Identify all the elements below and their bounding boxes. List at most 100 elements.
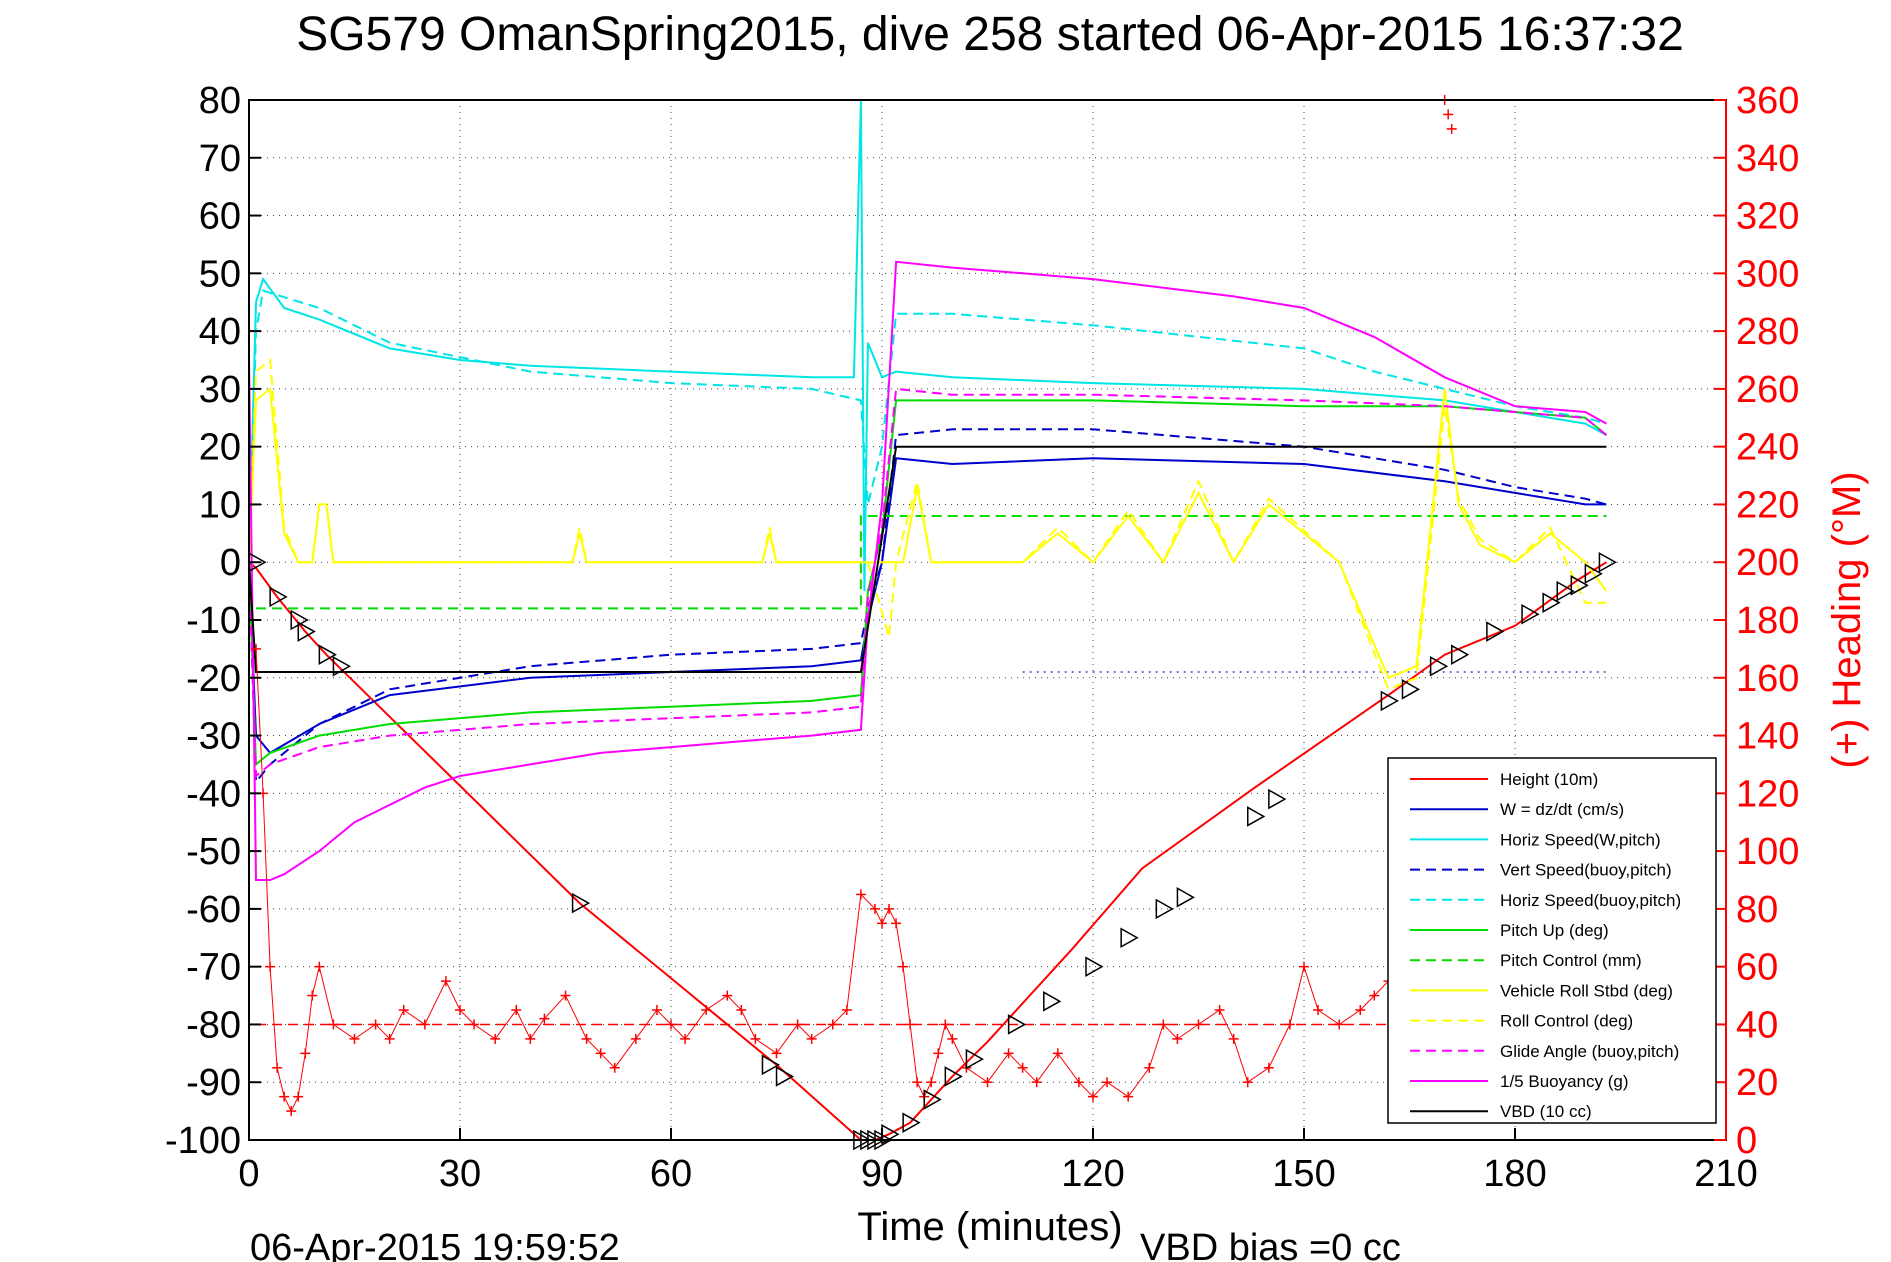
- triangle-marker: [965, 1048, 984, 1070]
- series-line-roll-control-deg: [248, 358, 1607, 691]
- y-tick-label: -100: [165, 1120, 241, 1162]
- heading-point: [1102, 1077, 1113, 1088]
- y-tick-label: 70: [199, 138, 241, 180]
- triangle-marker: [1584, 563, 1603, 585]
- y-right-tick-label: 20: [1736, 1062, 1778, 1104]
- y-right-tick-label: 100: [1736, 831, 1799, 873]
- heading-point: [307, 990, 318, 1001]
- heading-point: [398, 1005, 409, 1015]
- y-tick-label: -90: [186, 1062, 241, 1104]
- triangle-marker: [1176, 887, 1195, 908]
- y-right-tick-label: 280: [1736, 311, 1799, 353]
- triangle-marker: [1486, 621, 1505, 642]
- y-right-tick-label: 40: [1736, 1004, 1778, 1046]
- heading-point: [1284, 1019, 1295, 1030]
- heading-trace: [255, 648, 1417, 1113]
- heading-point: [855, 889, 866, 900]
- triangle-marker: [1542, 592, 1561, 613]
- legend-entry: Roll Control (deg): [1500, 1012, 1633, 1031]
- y-right-tick-label: 160: [1736, 658, 1799, 700]
- legend-entry: 1/5 Buoyancy (g): [1500, 1072, 1629, 1091]
- series-line-horiz-speed-buoy-pitch: [248, 289, 1607, 563]
- triangle-marker: [1043, 991, 1062, 1012]
- y-tick-label: 10: [199, 484, 241, 526]
- triangle-marker: [1380, 690, 1399, 712]
- heading-point: [440, 976, 451, 987]
- heading-point: [877, 918, 887, 929]
- heading-point: [884, 903, 895, 914]
- heading-outlier-point: [1443, 109, 1454, 120]
- y-right-tick-label: 340: [1736, 138, 1799, 180]
- y-right-tick-label: 60: [1736, 947, 1778, 989]
- series-line-glide-angle-buoy-pitch: [248, 387, 1608, 779]
- triangle-marker: [1247, 806, 1266, 827]
- heading-point: [722, 990, 733, 1001]
- heading-point: [701, 1005, 712, 1015]
- heading-outlier-point: [1446, 123, 1457, 134]
- y-tick-label: -10: [186, 600, 241, 642]
- x-axis: 0 30 60 90 120 150 180 210: [238, 1128, 1758, 1195]
- y-right-tick-label: 180: [1736, 600, 1799, 642]
- footer-vbd-bias: VBD bias =0 cc: [1140, 1227, 1401, 1262]
- x-tick-label: 180: [1483, 1153, 1546, 1195]
- heading-point: [581, 1033, 592, 1044]
- heading-point: [792, 1019, 803, 1030]
- heading-point: [384, 1033, 395, 1044]
- heading-point: [982, 1077, 993, 1088]
- heading-point: [898, 961, 909, 972]
- y-tick-label: -40: [186, 773, 241, 815]
- y-right-tick-label: 140: [1736, 716, 1799, 758]
- heading-point: [1003, 1048, 1014, 1059]
- heading-point: [1158, 1019, 1169, 1030]
- triangle-marker: [297, 621, 316, 642]
- heading-point: [286, 1106, 297, 1117]
- y-tick-label: -50: [186, 831, 241, 873]
- heading-point: [1355, 1005, 1366, 1015]
- heading-point: [1242, 1077, 1253, 1088]
- legend-entry: Pitch Up (deg): [1500, 921, 1609, 940]
- y-axis-left: 80 70 60 50 40 30 20 10 0 -10 -20 -30 -40 -50 -60 -70 -8…: [165, 80, 261, 1162]
- heading-point: [891, 918, 902, 929]
- triangle-marker: [269, 586, 288, 608]
- series-line-vert-speed-buoy-pitch: [248, 428, 1607, 785]
- triangle-marker: [902, 1112, 921, 1133]
- heading-point: [947, 1033, 958, 1044]
- triangle-marker: [332, 655, 351, 677]
- heading-point: [1193, 1019, 1204, 1030]
- heading-layer: [251, 95, 1457, 1117]
- y-right-tick-label: 320: [1736, 196, 1799, 238]
- x-tick-label: 30: [439, 1153, 481, 1195]
- triangle-marker: [1521, 603, 1540, 625]
- y-axis-right: 3603403203002802602402202001801601401201…: [1714, 80, 1799, 1162]
- y-tick-label: 80: [199, 80, 241, 122]
- y-right-tick-label: 120: [1736, 773, 1799, 815]
- heading-point: [525, 1033, 536, 1044]
- triangle-marker: [761, 1054, 780, 1076]
- heading-point: [680, 1033, 691, 1044]
- heading-point: [1299, 961, 1309, 972]
- heading-point: [455, 1005, 465, 1015]
- heading-point: [666, 1019, 676, 1030]
- triangle-marker: [1556, 580, 1575, 602]
- y-tick-label: -30: [186, 716, 241, 758]
- x-axis-label: Time (minutes): [857, 1205, 1122, 1249]
- triangle-marker: [923, 1089, 942, 1110]
- heading-point: [736, 1005, 747, 1015]
- x-tick-label: 90: [861, 1153, 903, 1195]
- heading-point: [1017, 1062, 1028, 1073]
- y-tick-label: 20: [199, 427, 241, 469]
- heading-point: [1123, 1091, 1134, 1102]
- y-tick-label: 60: [199, 196, 241, 238]
- y-right-tick-label: 0: [1736, 1120, 1757, 1162]
- heading-point: [1263, 1062, 1274, 1073]
- legend-entry: Horiz Speed(buoy,pitch): [1500, 891, 1681, 910]
- x-tick-label: 150: [1272, 1153, 1335, 1195]
- heading-point: [1369, 990, 1380, 1001]
- legend-entry: Horiz Speed(W,pitch): [1500, 830, 1661, 849]
- y-tick-label: 30: [199, 369, 241, 411]
- y-axis-right-label: (+) Heading (°M): [1825, 471, 1869, 768]
- y-tick-label: 50: [199, 253, 241, 295]
- y-right-tick-label: 80: [1736, 889, 1778, 931]
- x-tick-label: 60: [650, 1153, 692, 1195]
